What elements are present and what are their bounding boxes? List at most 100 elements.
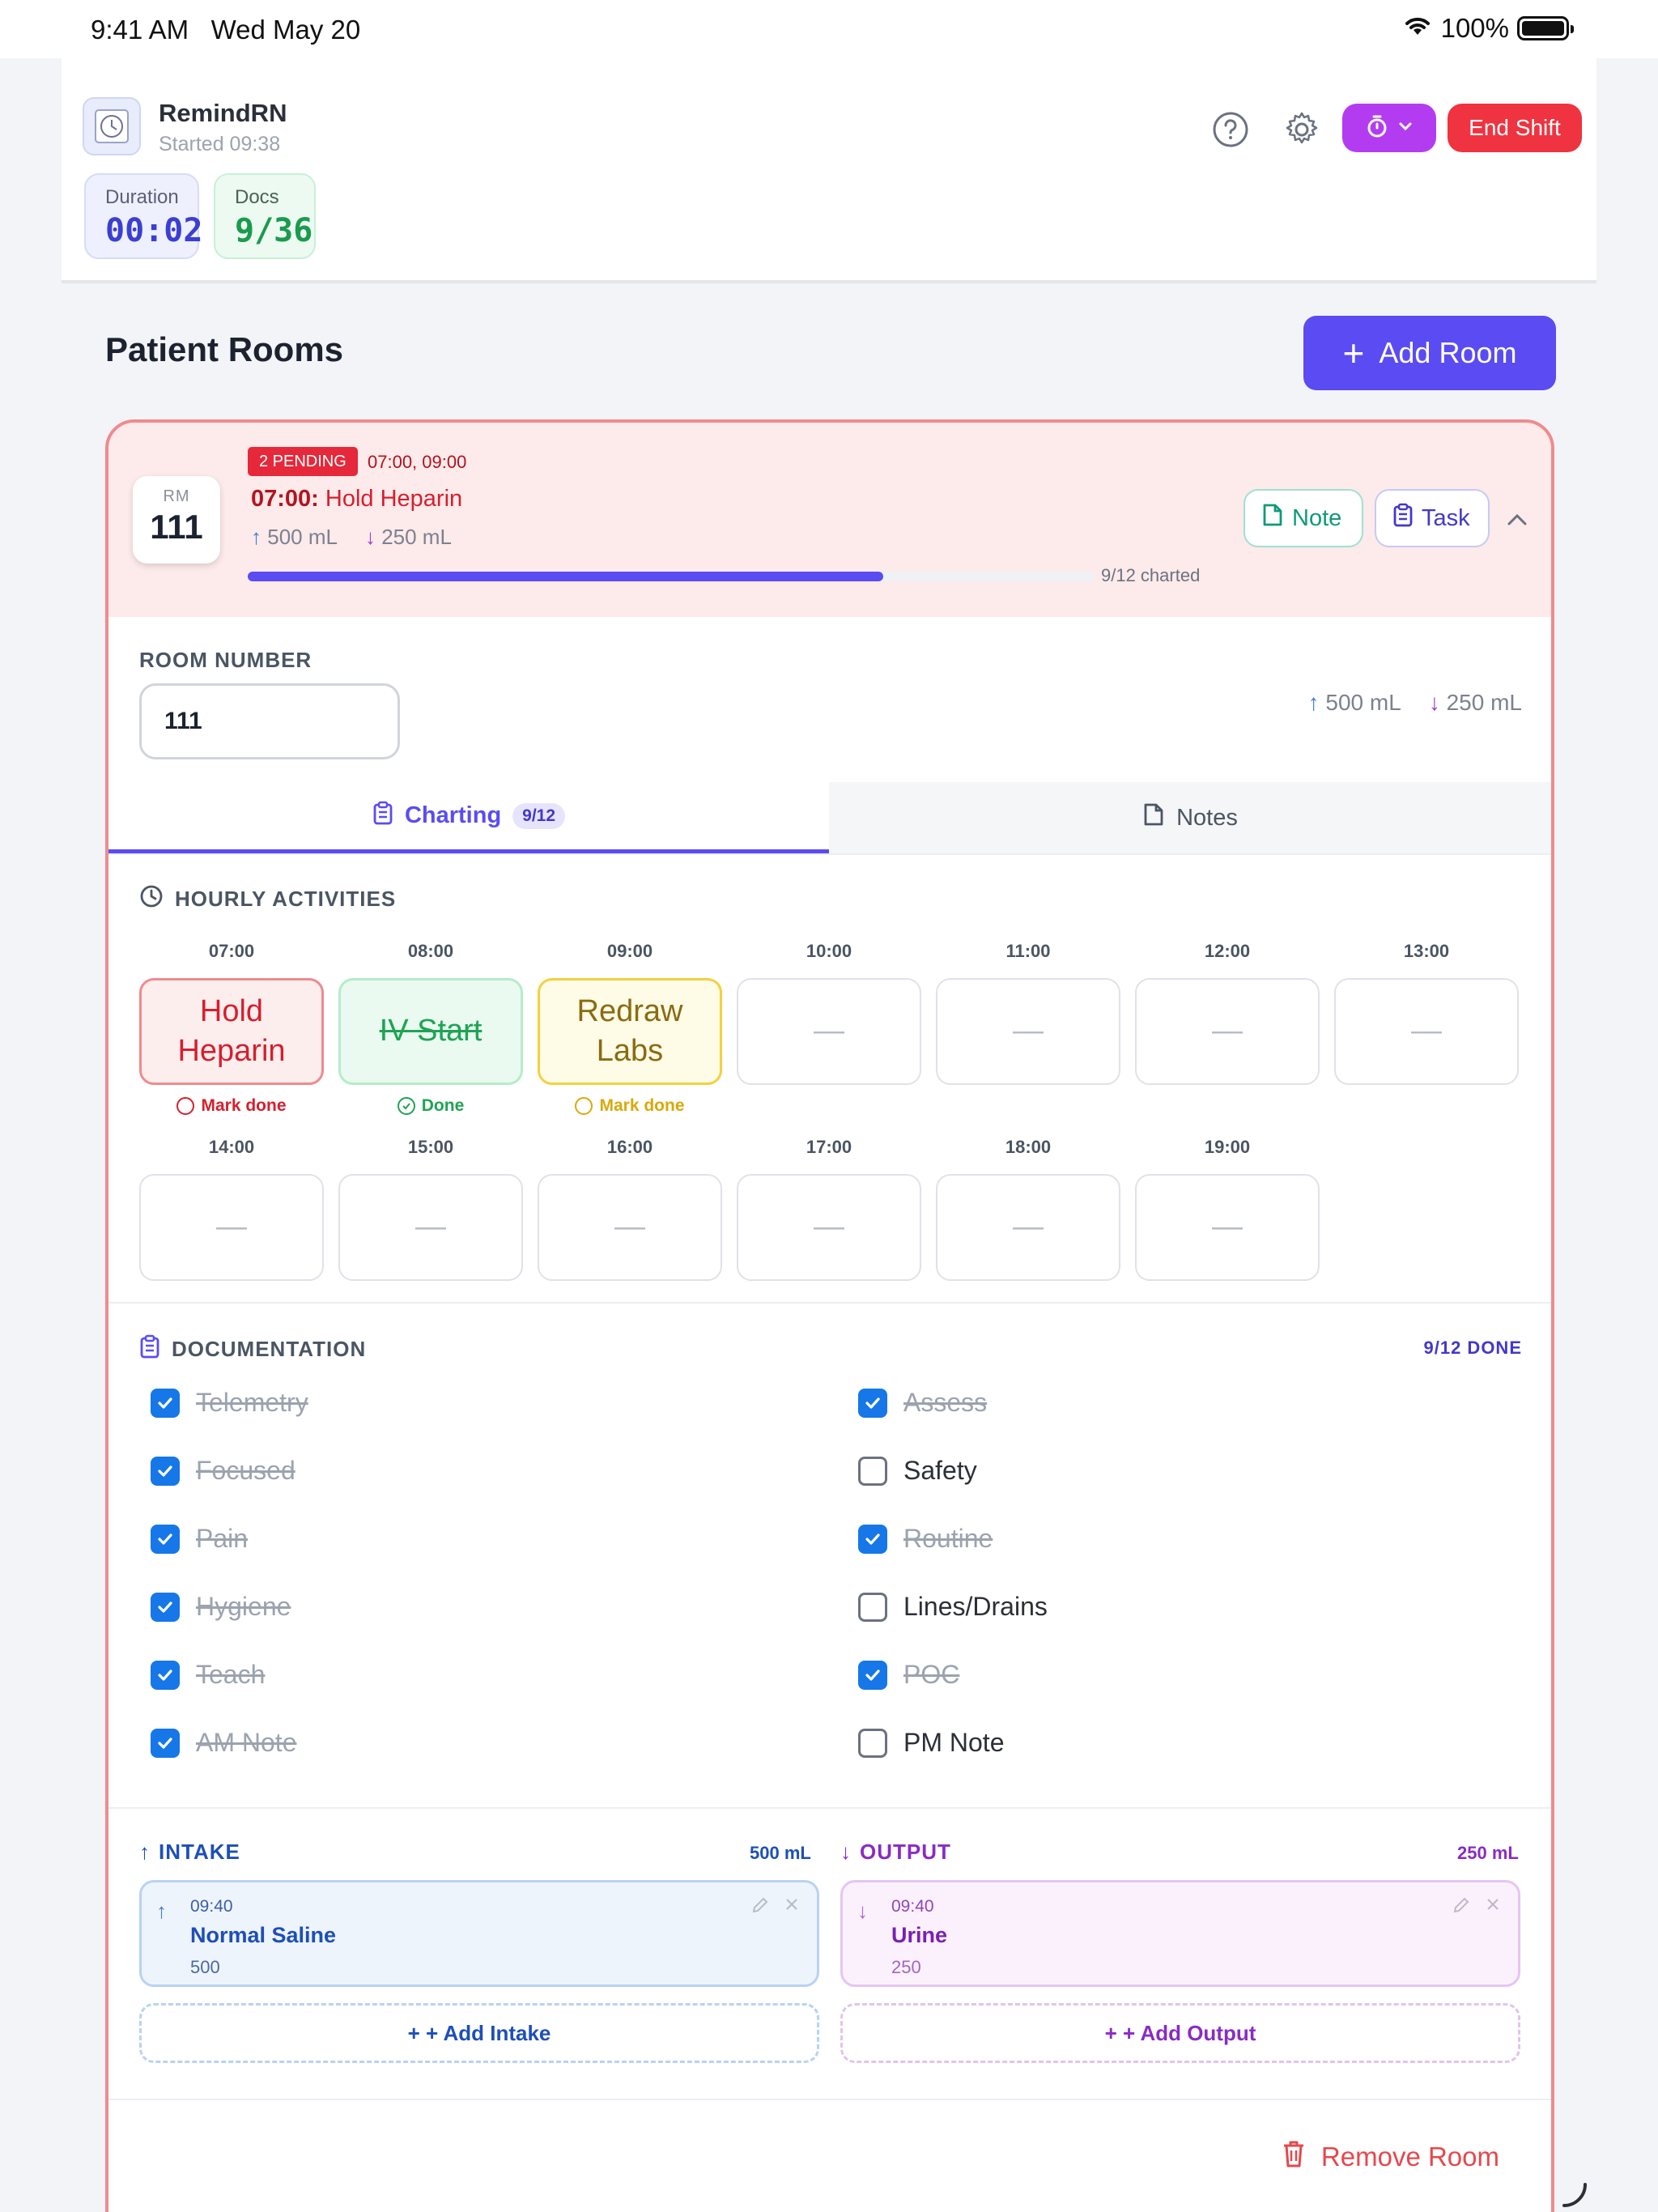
arrow-down-icon: ↓ [857,1899,868,1923]
hour-slot-1000: 10:00 — [737,941,921,1085]
tab-notes-label: Notes [1176,804,1238,831]
hour-task-empty[interactable]: — [737,1174,921,1281]
plus-icon: + [1342,332,1365,374]
hour-slot-1500: 15:00 — [338,1137,523,1281]
add-note-button[interactable]: Note [1244,489,1363,547]
chevron-up-icon[interactable] [1501,504,1533,536]
tab-charting-label: Charting [404,802,502,828]
hour-time: 17:00 [806,1137,852,1157]
checkbox-checked-icon[interactable] [151,1524,180,1554]
hour-task-empty[interactable]: — [338,1174,523,1281]
room-intake-value: 500 mL [1325,690,1401,715]
close-icon[interactable] [1484,1895,1502,1919]
room-card-header[interactable]: RM 111 2 PENDING 07:00, 09:00 07:00: Hol… [108,423,1551,617]
hour-task-empty[interactable]: — [1334,978,1519,1085]
hour-slot-0800: 08:00 IV Start Done [338,941,523,1116]
output-entry-time: 09:40 [891,1897,934,1916]
documentation-item-label: Safety [903,1456,977,1485]
intake-entry-time: 09:40 [190,1897,233,1916]
add-room-button[interactable]: + Add Room [1303,316,1556,390]
documentation-item[interactable]: Pain [151,1524,248,1554]
hour-task[interactable]: IV Start [338,978,523,1085]
mark-done-button[interactable]: Mark done [538,1096,722,1116]
documentation-item[interactable]: Teach [151,1660,265,1690]
checkbox-checked-icon[interactable] [858,1660,887,1690]
charting-progress-bar [248,572,1095,581]
status-time: 9:41 AM Wed May 20 [91,15,360,45]
output-title: OUTPUT [860,1840,951,1864]
arrow-up-icon: ↑ [1307,690,1320,715]
checkbox-checked-icon[interactable] [858,1388,887,1418]
hour-task[interactable]: Redraw Labs [538,978,722,1085]
documentation-item[interactable]: Safety [858,1456,977,1486]
hour-task-empty[interactable]: — [139,1174,324,1281]
pencil-icon[interactable] [750,1895,770,1919]
checkbox-unchecked-icon[interactable] [858,1592,887,1622]
timer-menu-button[interactable] [1342,104,1436,152]
documentation-item[interactable]: Routine [858,1524,993,1554]
plus-icon: + [407,2020,427,2045]
add-task-button[interactable]: Task [1375,489,1490,547]
resize-handle-icon[interactable] [1559,2178,1592,2210]
close-icon[interactable] [783,1895,801,1919]
pending-badge: 2 PENDING [248,447,358,476]
check-circle-icon [397,1097,415,1115]
remove-room-button[interactable]: Remove Room [1281,2139,1499,2175]
documentation-item[interactable]: Lines/Drains [858,1592,1048,1622]
checkbox-checked-icon[interactable] [151,1388,180,1418]
done-status[interactable]: Done [338,1096,523,1116]
room-number-badge: RM 111 [133,476,220,564]
checkbox-unchecked-icon[interactable] [858,1728,887,1758]
arrow-down-icon: ↓ [364,525,376,549]
status-date: Wed May 20 [210,15,361,45]
hour-slot-1900: 19:00 — [1135,1137,1320,1281]
documentation-item[interactable]: Focused [151,1456,295,1486]
hour-time: 18:00 [1005,1137,1052,1157]
checkbox-checked-icon[interactable] [858,1524,887,1554]
tab-notes[interactable]: Notes [829,782,1551,853]
mark-done-label: Mark done [599,1096,685,1115]
trash-icon [1281,2139,1307,2175]
end-shift-button[interactable]: End Shift [1448,104,1582,152]
hour-task[interactable]: Hold Heparin [139,978,324,1085]
documentation-item[interactable]: Telemetry [151,1388,308,1418]
documentation-item[interactable]: POC [858,1660,959,1690]
checkbox-checked-icon[interactable] [151,1456,180,1486]
duration-stat: Duration 00:02 [84,173,202,259]
hour-task-empty[interactable]: — [538,1174,722,1281]
help-icon[interactable] [1206,105,1255,154]
hour-task-empty[interactable]: — [1135,1174,1320,1281]
header-output-value: 250 mL [381,525,452,549]
checkbox-unchecked-icon[interactable] [858,1456,887,1486]
output-entry[interactable]: ↓ 09:40 Urine 250 [840,1880,1520,1987]
pencil-icon[interactable] [1452,1895,1471,1919]
tab-charting[interactable]: Charting 9/12 [108,782,829,853]
documentation-item[interactable]: AM Note [151,1728,296,1758]
checkbox-checked-icon[interactable] [151,1728,180,1758]
documentation-item[interactable]: Assess [858,1388,987,1418]
header-io-summary: ↑ 500 mL ↓ 250 mL [251,525,452,550]
hour-task-empty[interactable]: — [1135,978,1320,1085]
hour-task-empty[interactable]: — [737,978,921,1085]
intake-entry[interactable]: ↑ 09:40 Normal Saline 500 [139,1880,819,1987]
add-output-button[interactable]: + + Add Output [840,2003,1520,2063]
documentation-item[interactable]: PM Note [858,1728,1004,1758]
documentation-item-label: Lines/Drains [903,1592,1048,1621]
circle-icon [575,1097,593,1115]
docs-label: Docs [235,186,279,208]
clipboard-icon [139,1334,160,1364]
checkbox-checked-icon[interactable] [151,1592,180,1622]
note-label: Note [1292,504,1342,531]
documentation-item-label: Teach [196,1660,266,1689]
documentation-item[interactable]: Hygiene [151,1592,291,1622]
checkbox-checked-icon[interactable] [151,1660,180,1690]
hour-task-empty[interactable]: — [936,1174,1120,1281]
rm-label: RM [163,487,190,505]
add-intake-button[interactable]: + + Add Intake [139,2003,819,2063]
room-number-input[interactable] [139,683,400,759]
output-entry-amount: 250 [891,1957,921,1977]
gear-icon[interactable] [1278,105,1326,154]
hour-task-empty[interactable]: — [936,978,1120,1085]
section-divider [108,1807,1551,1809]
mark-done-button[interactable]: Mark done [139,1096,324,1116]
